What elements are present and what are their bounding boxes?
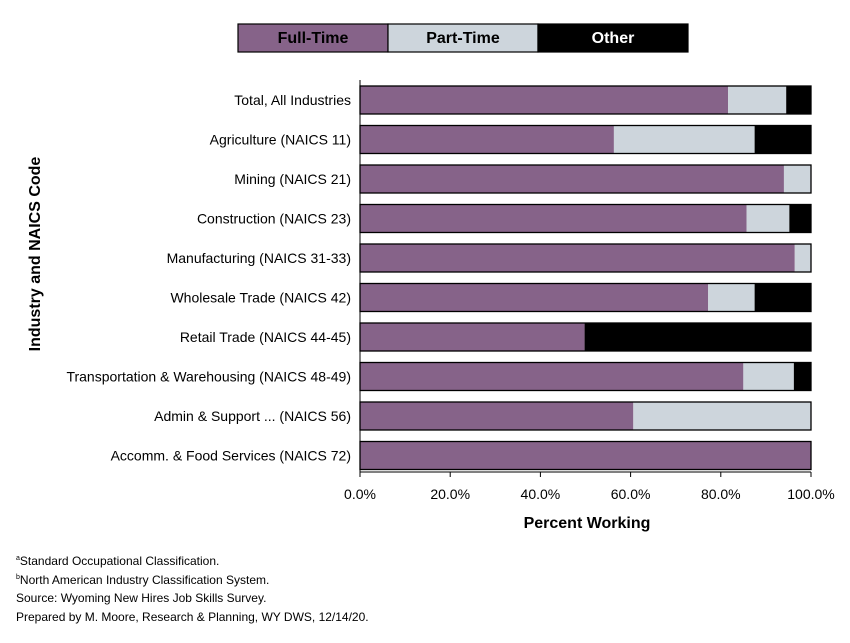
bar-other-agriculture-naics-11 <box>754 125 811 154</box>
category-label-construction-naics-23: Construction (NAICS 23) <box>197 211 351 227</box>
footnote-naics: bNorth American Industry Classification … <box>16 572 270 587</box>
category-label-mining-naics-21: Mining (NAICS 21) <box>234 171 351 187</box>
bar-full-time-total-all-industries <box>360 86 729 114</box>
legend-swatch-full-time <box>237 23 389 53</box>
bar-part-time-mining-naics-21 <box>783 165 811 193</box>
x-tick-label-80: 80.0% <box>701 486 741 502</box>
x-tick-label-0: 0.0% <box>344 486 376 502</box>
bar-part-time-agriculture-naics-11 <box>613 125 755 154</box>
bar-part-time-construction-naics-23 <box>746 204 790 233</box>
footnote-source: Source: Wyoming New Hires Job Skills Sur… <box>16 591 267 605</box>
bar-full-time-retail-trade-naics-44-45 <box>360 323 585 351</box>
x-axis-label: Percent Working <box>524 515 651 532</box>
category-label-wholesale-trade-naics-42: Wholesale Trade (NAICS 42) <box>170 290 351 306</box>
x-tick-label-20: 20.0% <box>430 486 470 502</box>
stacked-bar-chart: Full-Time Part-Time Other Total, All Indus… <box>27 23 835 532</box>
bar-other-total-all-industries <box>786 86 811 114</box>
bar-other-retail-trade-naics-44-45 <box>584 323 811 351</box>
bar-part-time-admin-support-naics-56 <box>633 402 811 430</box>
bar-part-time-transportation-warehousing-naics-48-49 <box>743 362 794 391</box>
category-label-total-all-industries: Total, All Industries <box>234 92 351 108</box>
bar-part-time-wholesale-trade-naics-42 <box>708 283 755 312</box>
bar-full-time-admin-support-naics-56 <box>360 402 634 430</box>
x-tick-label-40: 40.0% <box>521 486 561 502</box>
bar-full-time-wholesale-trade-naics-42 <box>360 283 709 312</box>
bars-group <box>359 85 812 471</box>
legend-label-other: Other <box>592 30 635 47</box>
category-label-transportation-warehousing-naics-48-49: Transportation & Warehousing (NAICS 48-4… <box>66 369 351 385</box>
legend-swatch-part-time <box>387 23 539 53</box>
bar-full-time-transportation-warehousing-naics-48-49 <box>360 362 744 391</box>
legend: Full-Time Part-Time Other <box>237 23 689 53</box>
bar-other-construction-naics-23 <box>789 204 811 233</box>
bar-part-time-total-all-industries <box>728 86 787 114</box>
legend-swatch-other <box>537 23 689 53</box>
x-tick-label-60: 60.0% <box>611 486 651 502</box>
category-label-accomm-food-services-naics-72: Accomm. & Food Services (NAICS 72) <box>111 448 351 464</box>
category-label-retail-trade-naics-44-45: Retail Trade (NAICS 44-45) <box>180 329 351 345</box>
y-axis-label: Industry and NAICS Code <box>27 157 44 352</box>
bar-full-time-agriculture-naics-11 <box>360 125 614 154</box>
bar-full-time-mining-naics-21 <box>360 165 784 193</box>
bar-full-time-construction-naics-23 <box>360 204 747 233</box>
legend-label-part-time: Part-Time <box>426 30 500 47</box>
footnote-soc: aStandard Occupational Classification. <box>16 554 220 568</box>
footnotes: aStandard Occupational Classification. b… <box>16 552 369 626</box>
x-tick-label-100: 100.0% <box>787 486 834 502</box>
category-label-admin-support-naics-56: Admin & Support ... (NAICS 56) <box>154 408 351 424</box>
footnote-prepared-by: Prepared by M. Moore, Research & Plannin… <box>16 609 369 624</box>
x-axis: 0.0% 20.0% 40.0% 60.0% 80.0% 100.0% <box>344 80 835 502</box>
bar-full-time-accomm-food-services-naics-72 <box>360 441 811 470</box>
bar-other-transportation-warehousing-naics-48-49 <box>793 362 811 391</box>
bar-full-time-manufacturing-naics-31-33 <box>360 244 795 272</box>
bar-part-time-manufacturing-naics-31-33 <box>794 244 811 272</box>
bar-other-wholesale-trade-naics-42 <box>754 283 811 312</box>
category-label-agriculture-naics-11: Agriculture (NAICS 11) <box>210 132 351 148</box>
category-labels: Total, All Industries Agriculture (NAICS … <box>66 92 351 464</box>
category-label-manufacturing-naics-31-33: Manufacturing (NAICS 31-33) <box>167 250 351 266</box>
legend-label-full-time: Full-Time <box>278 30 349 47</box>
